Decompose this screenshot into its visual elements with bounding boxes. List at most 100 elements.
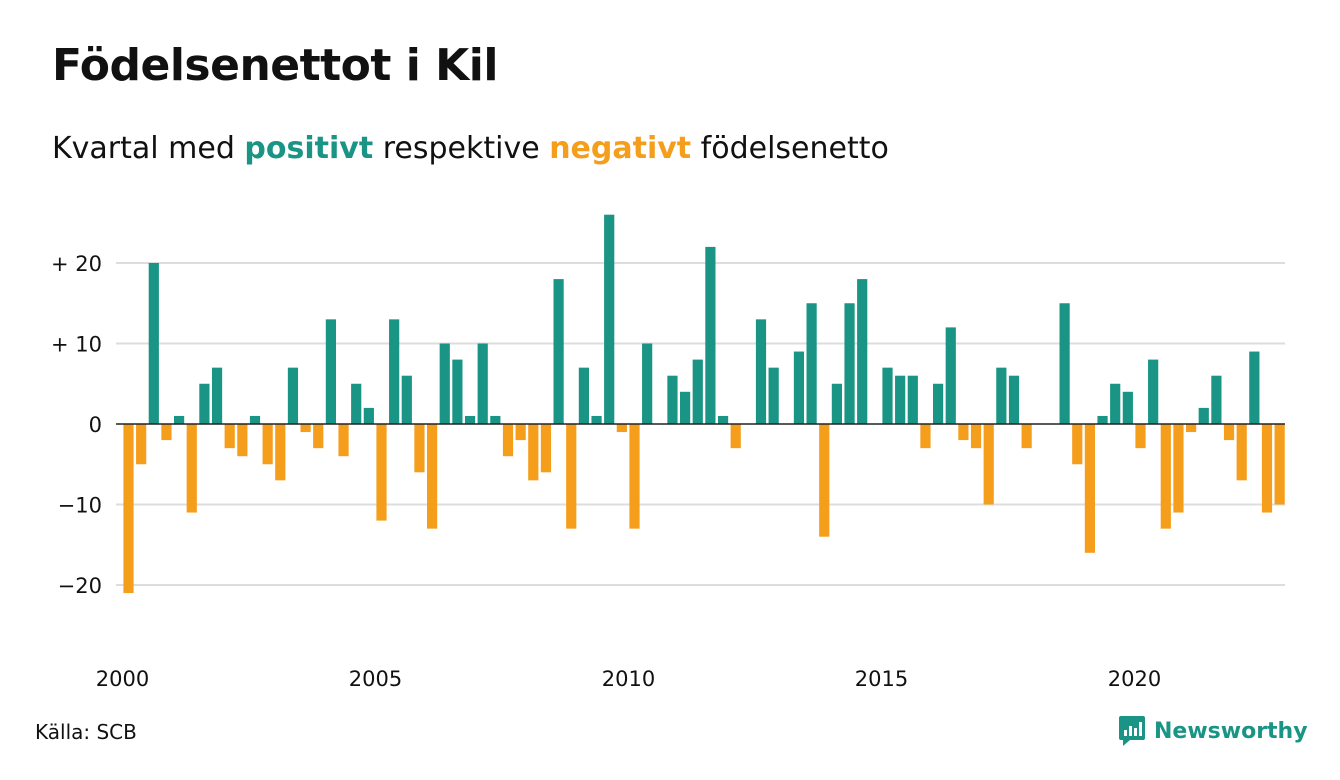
- bar-negative: [376, 424, 387, 521]
- bar-positive: [642, 343, 653, 424]
- brand-name: Newsworthy: [1154, 718, 1308, 744]
- bar-negative: [1236, 424, 1247, 481]
- bar-negative: [983, 424, 994, 505]
- bar-positive: [806, 303, 817, 424]
- bar-positive: [389, 319, 400, 424]
- bar-negative: [1223, 424, 1235, 441]
- bar-positive: [249, 415, 261, 424]
- bar-negative: [502, 424, 514, 457]
- source-note: Källa: SCB: [35, 720, 137, 744]
- bar-chart: + 20 + 10 0 −10 −20 2000 2005 2010 2015 2020: [51, 214, 1285, 691]
- bar-negative: [540, 424, 552, 473]
- bar-positive: [844, 303, 855, 424]
- bar-positive: [363, 407, 374, 424]
- bar-negative: [515, 424, 526, 441]
- bar-positive: [1008, 375, 1020, 424]
- bar-positive: [401, 375, 412, 424]
- subtitle-text-3: födelsenetto: [691, 131, 889, 166]
- bar-positive: [439, 343, 450, 424]
- bar-positive: [1097, 415, 1108, 424]
- bar-positive: [857, 279, 868, 424]
- bar-positive: [680, 391, 691, 424]
- bar-positive: [945, 327, 956, 424]
- bar-positive: [477, 343, 488, 424]
- bar-positive: [705, 246, 716, 424]
- bar-positive: [1110, 383, 1121, 424]
- bar-positive: [755, 319, 767, 424]
- bar-positive: [604, 214, 615, 424]
- x-tick-label: 2000: [96, 667, 149, 691]
- bar-negative: [338, 424, 349, 457]
- bar-negative: [427, 424, 438, 529]
- bar-positive: [174, 415, 185, 424]
- bar-positive: [1249, 351, 1260, 424]
- bar-negative: [958, 424, 969, 441]
- bar-negative: [186, 424, 197, 513]
- bar-positive: [933, 383, 944, 424]
- bar-positive: [1122, 391, 1133, 424]
- bar-negative: [730, 424, 741, 449]
- bar-positive: [490, 415, 501, 424]
- bar-positive: [667, 375, 678, 424]
- bar-positive: [351, 383, 362, 424]
- bar-positive: [325, 319, 336, 424]
- y-tick-label: −20: [58, 574, 102, 598]
- x-tick-label: 2010: [602, 667, 655, 691]
- bar-negative: [313, 424, 324, 449]
- bar-positive: [211, 367, 223, 424]
- bar-negative: [629, 424, 640, 529]
- bar-positive: [287, 367, 299, 424]
- bar-positive: [199, 383, 210, 424]
- subtitle-text-2: respektive: [373, 131, 550, 166]
- bar-positive: [768, 367, 779, 424]
- x-tick-label: 2005: [349, 667, 402, 691]
- bar-negative: [528, 424, 539, 481]
- bar-positive: [1059, 303, 1070, 424]
- bar-positive: [717, 415, 729, 424]
- chart-title: Födelsenettot i Kil: [52, 40, 498, 91]
- bar-positive: [692, 359, 703, 424]
- y-tick-label: 0: [89, 413, 102, 437]
- bar-negative: [161, 424, 172, 441]
- newsworthy-logo-icon: [1119, 716, 1145, 746]
- bar-negative: [123, 424, 134, 594]
- bar-positive: [831, 383, 842, 424]
- bar-negative: [1261, 424, 1273, 513]
- bar-positive: [452, 359, 463, 424]
- subtitle-text-1: Kvartal med: [52, 131, 245, 166]
- bar-negative: [136, 424, 147, 465]
- bar-negative: [1135, 424, 1146, 449]
- x-tick-label: 2015: [855, 667, 908, 691]
- y-tick-label: + 20: [51, 252, 102, 276]
- bar-positive: [793, 351, 805, 424]
- bar-negative: [1173, 424, 1184, 513]
- bar-negative: [414, 424, 425, 473]
- bar-negative: [275, 424, 286, 481]
- bar-positive: [1148, 359, 1159, 424]
- bar-negative: [616, 424, 627, 433]
- bar-negative: [920, 424, 931, 449]
- bar-negative: [819, 424, 830, 537]
- chart-subtitle: Kvartal med positivt respektive negativt…: [52, 131, 889, 166]
- bar-positive: [148, 263, 159, 424]
- bar-negative: [1084, 424, 1095, 553]
- bar-negative: [1186, 424, 1197, 433]
- bar-negative: [224, 424, 235, 449]
- bar-negative: [1072, 424, 1083, 465]
- bar-positive: [553, 279, 564, 424]
- y-tick-label: + 10: [51, 333, 102, 357]
- bar-negative: [300, 424, 311, 433]
- bar-negative: [262, 424, 273, 465]
- bar-positive: [464, 415, 476, 424]
- bar-negative: [1021, 424, 1032, 449]
- subtitle-positive-word: positivt: [244, 131, 374, 166]
- subtitle-negative-word: negativt: [549, 131, 692, 166]
- bar-positive: [895, 375, 906, 424]
- bar-positive: [907, 375, 918, 424]
- x-tick-label: 2020: [1108, 667, 1161, 691]
- brand-logo: Newsworthy: [1118, 714, 1308, 748]
- bar-positive: [1211, 375, 1222, 424]
- bar-negative: [237, 424, 248, 457]
- bar-negative: [1274, 424, 1285, 505]
- bar-negative: [566, 424, 577, 529]
